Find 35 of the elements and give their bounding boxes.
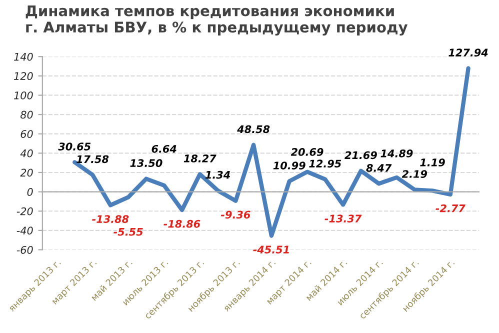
text: -9.36 [220,210,250,219]
text: -18.86 [164,220,200,228]
text: 17.58 [76,155,109,164]
y-tick-label: 120 [14,72,33,80]
text: 14.89 [380,149,413,158]
text: 18.27 [184,154,216,162]
text: 13.50 [130,159,162,168]
y-tick-label: -40 [16,226,33,235]
y-tick-label: -20 [16,207,33,216]
y-tick-label: 100 [14,91,33,100]
y-tick-label: 40 [20,149,33,158]
y-tick-label: 80 [20,110,33,119]
y-tick-label: 20 [20,168,33,177]
text: 30.65 [58,142,91,150]
text: 20.69 [290,148,324,156]
text: 12.95 [309,160,342,168]
text: -13.37 [324,214,362,223]
text: 127.94 [448,48,488,57]
text: -5.55 [114,228,143,236]
y-tick-label: 60 [20,130,33,138]
chart-title: Динамика темпов кредитования экономики г. Алматы БВУ, в % к предыдущему периоду [26,5,408,36]
text: -2.77 [436,204,466,212]
text: 1.19 [420,158,445,166]
text: 10.99 [273,162,306,170]
y-tick-label: 0 [27,188,33,196]
text: 2.19 [402,170,428,178]
text: 8.47 [366,164,392,172]
text: 6.64 [152,144,176,153]
y-tick-label: -60 [16,246,33,254]
text: 48.58 [237,125,270,134]
text: -13.88 [92,215,129,223]
text: 21.69 [344,151,377,160]
text: -45.51 [253,246,289,254]
y-tick-label: 140 [14,52,33,61]
text: 1.34 [205,170,230,179]
